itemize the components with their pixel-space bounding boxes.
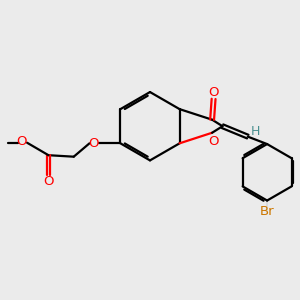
Text: O: O (16, 135, 26, 148)
Text: O: O (208, 86, 219, 99)
Text: Br: Br (260, 205, 274, 218)
Text: O: O (43, 175, 54, 188)
Text: H: H (250, 125, 260, 138)
Text: O: O (208, 135, 219, 148)
Text: O: O (88, 137, 98, 150)
